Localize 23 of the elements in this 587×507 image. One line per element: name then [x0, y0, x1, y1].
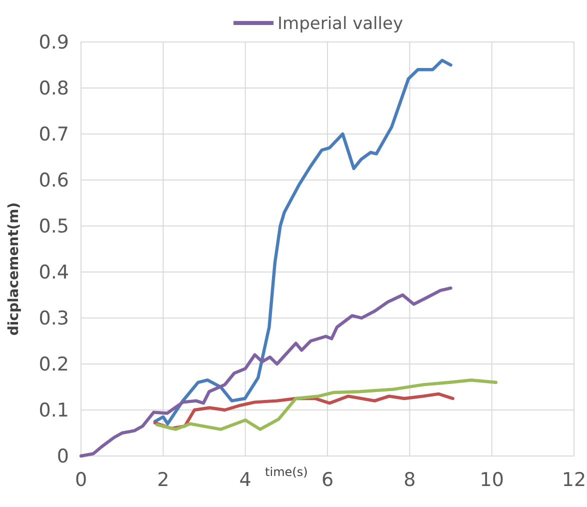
y-tick-label: 0.6 [38, 170, 69, 192]
y-tick-label: 0.8 [38, 78, 69, 100]
x-axis-title: time(s) [265, 465, 308, 479]
line-series [155, 378, 498, 431]
y-tick-label: 0.2 [38, 354, 69, 376]
y-tick-label: 0 [56, 446, 69, 468]
y-axis-title: dicplacement(m) [6, 202, 22, 336]
x-tick-label: 4 [239, 469, 252, 491]
x-tick-label: 10 [480, 469, 504, 491]
line-series [153, 58, 452, 426]
y-tick-label: 0.5 [38, 216, 69, 238]
x-tick-label: 0 [74, 469, 88, 491]
x-tick-label: 2 [157, 469, 170, 491]
x-tick-label: 12 [562, 469, 586, 491]
y-tick-label: 0.9 [38, 32, 69, 54]
y-tick-label: 0.3 [38, 308, 69, 330]
line-series [79, 286, 452, 458]
y-tick-label: 0.7 [38, 124, 69, 146]
y-tick-label: 0.1 [38, 400, 69, 422]
x-tick-label: 8 [404, 469, 416, 491]
y-tick-label: 0.4 [38, 262, 69, 284]
legend-label: Imperial valley [278, 14, 404, 34]
x-tick-label: 6 [321, 469, 334, 491]
